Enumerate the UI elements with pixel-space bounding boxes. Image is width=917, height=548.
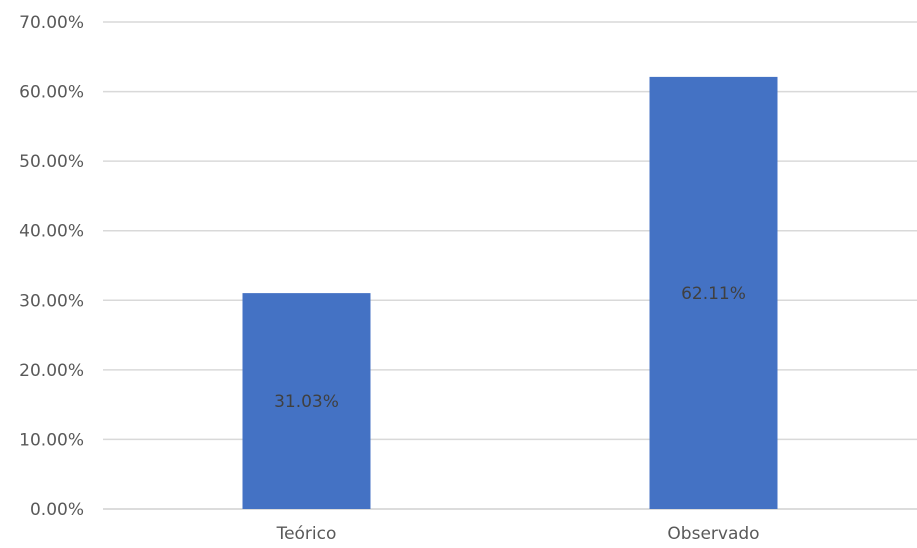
x-tick-label: Teórico xyxy=(276,524,337,544)
bar-observado xyxy=(649,76,778,510)
bars xyxy=(242,76,778,510)
gridlines xyxy=(103,21,917,510)
data-label: 62.11% xyxy=(681,284,746,304)
y-tick-label: 70.00% xyxy=(19,13,84,33)
y-tick-label: 50.00% xyxy=(19,152,84,172)
y-tick-label: 40.00% xyxy=(19,222,84,242)
x-tick-label: Observado xyxy=(667,524,759,544)
bar-te-rico xyxy=(242,293,371,509)
y-tick-label: 60.00% xyxy=(19,83,84,103)
y-tick-label: 30.00% xyxy=(19,291,84,311)
data-label: 31.03% xyxy=(274,392,339,412)
y-tick-label: 0.00% xyxy=(30,500,84,520)
y-tick-label: 20.00% xyxy=(19,361,84,381)
y-axis-ticks: 0.00% 10.00% 20.00% 30.00% 40.00% 50.00% 60.00… xyxy=(19,13,84,520)
data-labels: 31.03% 62.11% xyxy=(274,284,746,412)
y-tick-label: 10.00% xyxy=(19,430,84,450)
x-axis-ticks: Teórico Observado xyxy=(276,524,760,544)
